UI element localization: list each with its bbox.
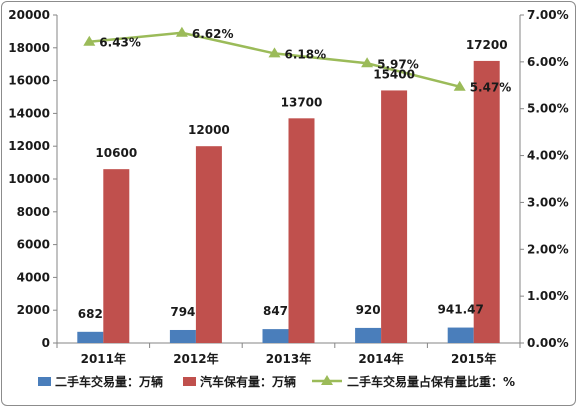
bar-value-label: 941.47	[438, 303, 484, 317]
bar-vehicle-stock	[473, 60, 500, 344]
data-labels: 682 794 847 920 941.47 10600 12000 13700 15400 17…	[78, 27, 512, 321]
bar-used-car-volume	[77, 331, 104, 343]
ratio-value-label: 5.47%	[470, 81, 512, 95]
right-tick-label: 2.00%	[527, 242, 569, 256]
bar-vehicle-stock	[381, 90, 408, 343]
bar-value-label: 794	[170, 305, 195, 319]
right-tick-label: 3.00%	[527, 195, 569, 209]
right-tick-label: 1.00%	[527, 289, 569, 303]
bar-value-label: 682	[78, 307, 103, 321]
x-tick-label: 2013年	[266, 351, 311, 366]
ratio-marker	[83, 35, 96, 46]
legend-swatch	[183, 377, 196, 386]
bar-used-car-volume	[447, 327, 474, 343]
ratio-value-label: 6.62%	[192, 27, 234, 41]
x-tick-label: 2011年	[81, 351, 126, 366]
left-tick-label: 18000	[8, 41, 50, 55]
x-tick-label: 2014年	[358, 351, 403, 366]
ratio-marker	[175, 26, 188, 37]
right-tick-label: 7.00%	[527, 8, 569, 22]
left-tick-label: 16000	[8, 74, 50, 88]
bars	[77, 60, 500, 344]
legend-label: 二手车交易量占保有量比重：%	[347, 374, 515, 389]
ratio-marker	[453, 80, 466, 91]
bar-value-label: 10600	[95, 146, 137, 160]
bar-value-label: 13700	[281, 95, 323, 109]
x-tick-label: 2015年	[451, 351, 496, 366]
bar-vehicle-stock	[288, 118, 315, 343]
bar-used-car-volume	[262, 329, 289, 343]
ratio-value-label: 5.97%	[377, 57, 419, 71]
left-tick-label: 8000	[17, 205, 50, 219]
axes: 0 2000 4000 6000 8000 10000 12000 14000 16000 180…	[8, 8, 568, 366]
legend: 二手车交易量：万辆 汽车保有量：万辆 二手车交易量占保有量比重：%	[38, 374, 515, 389]
left-tick-label: 2000	[17, 303, 50, 317]
left-tick-label: 12000	[8, 139, 50, 153]
left-tick-label: 14000	[8, 106, 50, 120]
right-tick-label: 5.00%	[527, 102, 569, 116]
x-tick-label: 2012年	[173, 351, 218, 366]
left-tick-label: 6000	[17, 238, 50, 252]
right-tick-label: 4.00%	[527, 149, 569, 163]
bar-value-label: 920	[356, 303, 381, 317]
bar-value-label: 15400	[373, 67, 415, 81]
bar-used-car-volume	[169, 329, 196, 343]
ratio-marker	[361, 57, 374, 68]
legend-marker	[321, 375, 333, 385]
left-tick-label: 4000	[17, 270, 50, 284]
ratio-value-label: 6.18%	[285, 47, 327, 61]
ratio-line	[83, 26, 466, 91]
right-tick-label: 6.00%	[527, 55, 569, 69]
ratio-value-label: 6.43%	[99, 36, 141, 50]
legend-label: 二手车交易量：万辆	[55, 374, 163, 389]
left-tick-label: 0	[42, 336, 50, 350]
left-tick-label: 10000	[8, 172, 50, 186]
legend-label: 汽车保有量：万辆	[200, 374, 296, 389]
bar-value-label: 12000	[188, 123, 230, 137]
ratio-marker	[268, 47, 281, 58]
left-tick-label: 20000	[8, 8, 50, 22]
bar-value-label: 17200	[466, 38, 508, 52]
bar-vehicle-stock	[103, 169, 130, 343]
bar-value-label: 847	[263, 304, 288, 318]
bar-vehicle-stock	[195, 146, 222, 343]
legend-swatch	[38, 377, 51, 386]
right-tick-label: 0.00%	[527, 336, 569, 350]
bar-used-car-volume	[355, 327, 382, 343]
